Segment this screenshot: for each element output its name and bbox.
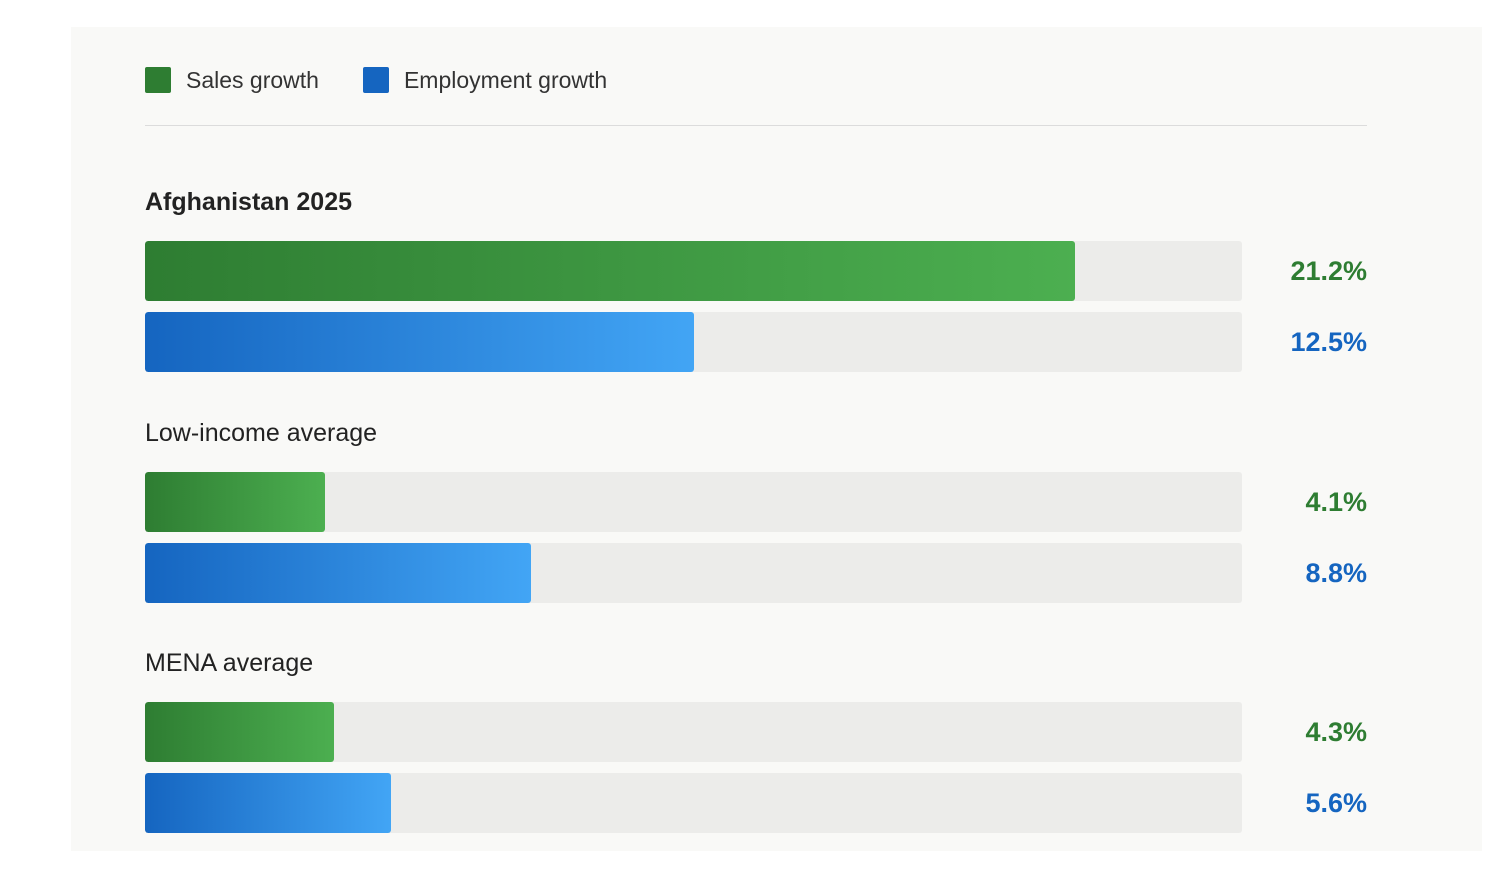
bar-track-mena-employment bbox=[145, 773, 1242, 833]
bar-track-low-income-employment bbox=[145, 543, 1242, 603]
bar-track-low-income-sales bbox=[145, 472, 1242, 532]
legend-item-employment: Employment growth bbox=[362, 66, 608, 94]
bar-low-income-employment bbox=[145, 543, 532, 603]
bar-afghanistan-sales bbox=[145, 241, 1076, 301]
legend-divider bbox=[145, 125, 1367, 126]
value-label-afghanistan-employment: 12.5% bbox=[1290, 327, 1367, 357]
group-title-low-income: Low-income average bbox=[145, 419, 378, 447]
value-label-low-income-employment: 8.8% bbox=[1305, 558, 1367, 588]
value-label-mena-employment: 5.6% bbox=[1305, 788, 1367, 818]
bar-track-afghanistan-sales bbox=[145, 241, 1242, 301]
group-title-afghanistan: Afghanistan 2025 bbox=[145, 188, 353, 216]
legend-swatch-employment bbox=[362, 67, 389, 93]
bar-track-afghanistan-employment bbox=[145, 312, 1242, 372]
value-label-afghanistan-sales: 21.2% bbox=[1290, 256, 1367, 286]
bar-afghanistan-employment bbox=[145, 312, 694, 372]
legend-item-sales: Sales growth bbox=[145, 67, 319, 94]
value-label-low-income-sales: 4.1% bbox=[1305, 487, 1367, 517]
bar-mena-employment bbox=[145, 773, 391, 833]
legend-label-sales: Sales growth bbox=[186, 66, 319, 93]
bar-low-income-sales bbox=[145, 472, 325, 532]
bar-track-mena-sales bbox=[145, 702, 1242, 762]
legend: Sales growth Employment growth bbox=[145, 64, 651, 96]
legend-swatch-sales bbox=[145, 67, 171, 93]
bar-mena-sales bbox=[145, 702, 334, 762]
legend-label-employment: Employment growth bbox=[403, 66, 608, 93]
group-title-mena: MENA average bbox=[145, 649, 314, 677]
value-label-mena-sales: 4.3% bbox=[1305, 717, 1367, 747]
